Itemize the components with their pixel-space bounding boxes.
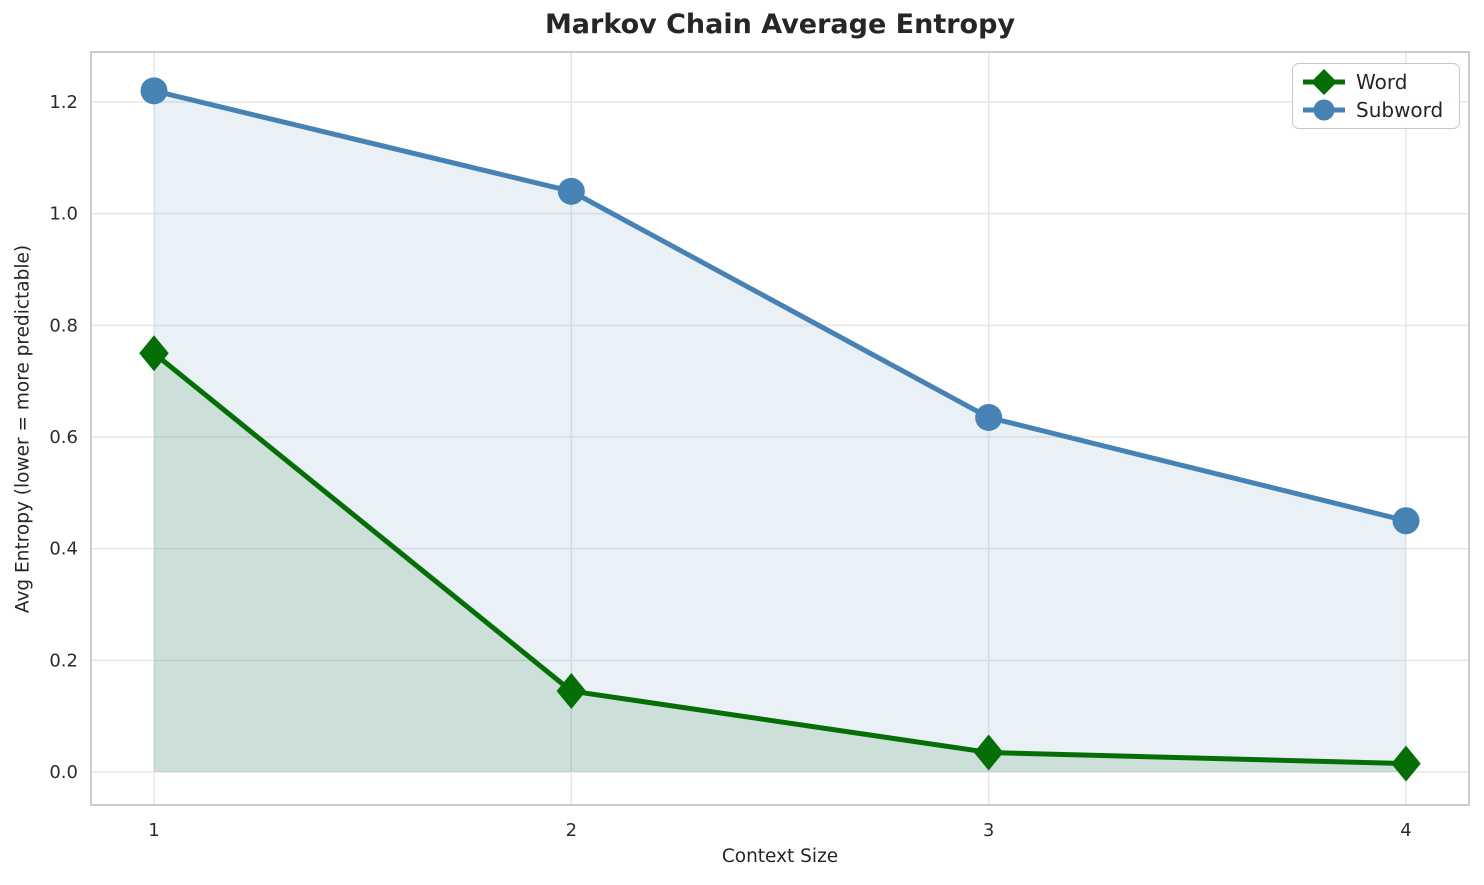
- y-tick-label: 0.8: [49, 315, 78, 336]
- word-line: [151, 350, 1409, 767]
- legend-label-subword: Subword: [1356, 97, 1444, 122]
- subword-marker: [557, 177, 585, 205]
- x-tick-label: 3: [983, 820, 994, 841]
- y-tick-label: 0.6: [49, 427, 78, 448]
- subword-marker: [975, 403, 1003, 431]
- chart-title: Markov Chain Average Entropy: [544, 9, 1016, 40]
- legend-item-subword: Subword: [1301, 97, 1449, 124]
- y-axis-label: Avg Entropy (lower = more predictable): [12, 244, 34, 614]
- y-tick-label: 0.2: [49, 650, 78, 671]
- word-marker: [139, 335, 169, 372]
- subword-line: [151, 88, 1409, 524]
- legend-item-word: Word: [1301, 69, 1449, 96]
- plot-border: [90, 51, 1470, 806]
- word-marker: [556, 673, 587, 710]
- subword-marker: [1392, 507, 1420, 535]
- subword-area-fill: [154, 90, 1406, 772]
- x-tick-label: 2: [566, 820, 577, 841]
- y-tick-label: 0.0: [49, 762, 78, 783]
- y-tick-label: 0.4: [49, 539, 78, 560]
- word-marker: [973, 734, 1004, 771]
- word-legend-marker: [1303, 69, 1345, 96]
- word-marker: [1391, 745, 1421, 782]
- legend-label-word: Word: [1356, 70, 1408, 95]
- x-axis-label: Context Size: [721, 846, 839, 867]
- y-tick-label: 1.2: [49, 92, 78, 113]
- legend: Word Subword: [1292, 63, 1460, 129]
- subword-marker: [140, 77, 168, 105]
- y-tick-label: 1.0: [49, 204, 78, 225]
- x-tick-label: 1: [148, 820, 159, 841]
- word-area-fill: [154, 353, 1406, 772]
- subword-legend-marker: [1303, 99, 1345, 121]
- x-tick-label: 4: [1400, 820, 1411, 841]
